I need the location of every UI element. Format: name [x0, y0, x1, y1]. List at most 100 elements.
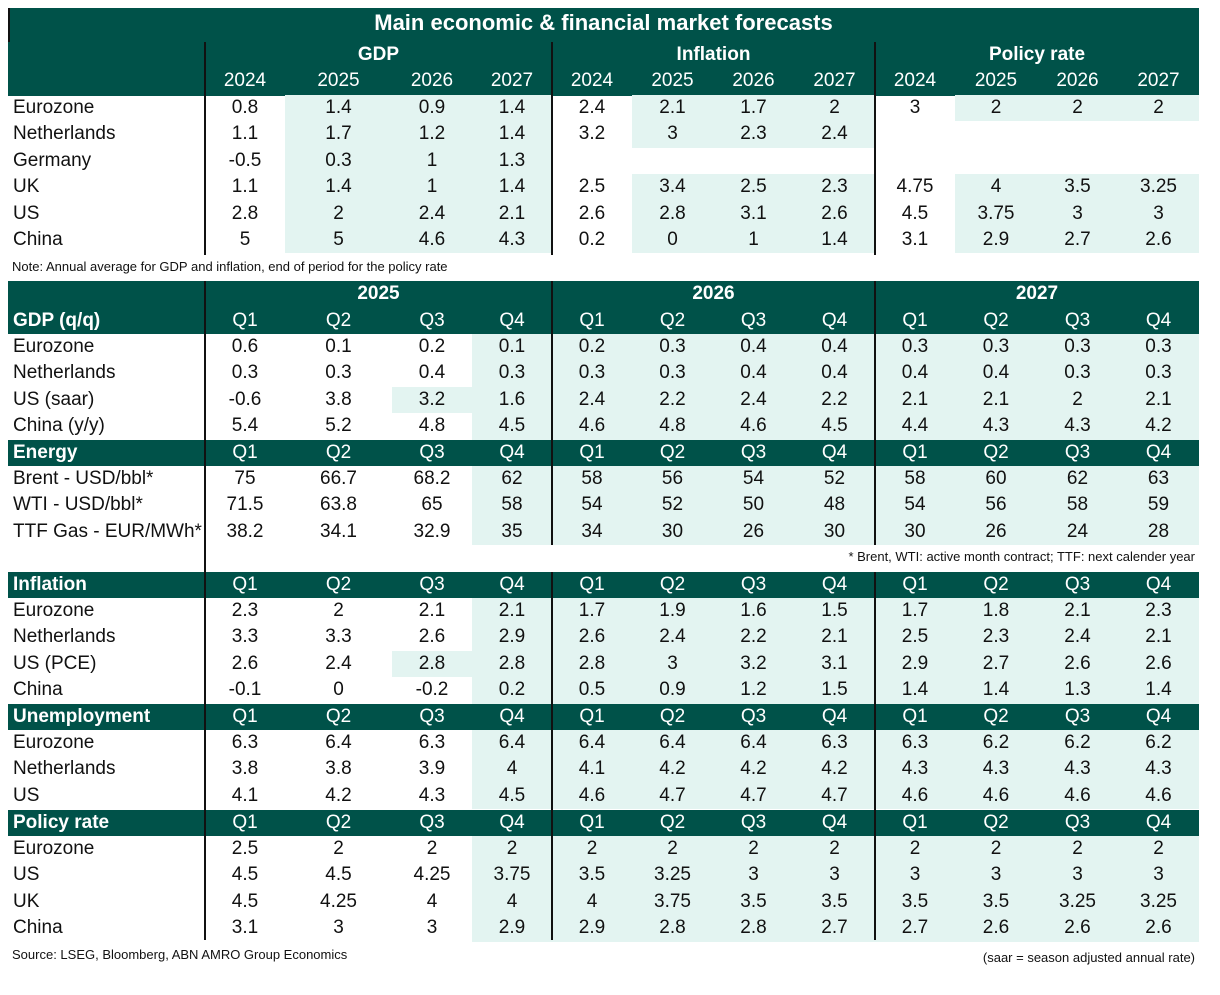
data-cell: 3.8: [231, 758, 259, 780]
quarter-header: Q1: [232, 812, 258, 833]
quarter-header: Q2: [659, 310, 686, 331]
section-header-band: [8, 810, 1199, 836]
data-cell: 4.25: [320, 890, 357, 912]
data-cell: 6.4: [325, 732, 352, 753]
year-header: 2024: [570, 70, 614, 91]
section-title: Unemployment: [13, 706, 151, 727]
quarter-header: Q3: [419, 442, 445, 463]
quarter-header: Q3: [1064, 574, 1091, 595]
row-label: Eurozone: [13, 600, 95, 621]
source-note: Source: LSEG, Bloomberg, ABN AMRO Group …: [12, 947, 348, 962]
data-cell: 3: [1153, 864, 1164, 886]
data-cell: 1.1: [231, 176, 259, 198]
data-cell: 4.4: [901, 415, 929, 437]
data-cell: 0.4: [740, 362, 767, 384]
data-cell: 2: [333, 600, 344, 621]
forecast-shade: [955, 174, 1199, 254]
data-cell: 2.4: [740, 388, 767, 410]
quarter-header: Q3: [740, 310, 767, 331]
data-cell: 0.4: [821, 362, 848, 384]
data-cell: 0.2: [418, 336, 446, 357]
data-cell: 3: [426, 917, 438, 939]
section-title: Policy rate: [13, 812, 110, 833]
quarter-header: Q2: [659, 574, 686, 595]
data-cell: 4.8: [659, 415, 686, 437]
quarter-header: Q4: [1145, 706, 1172, 727]
data-cell: 4.5: [231, 890, 259, 912]
data-cell: 2.9: [982, 229, 1010, 250]
row-label: Brent - USD/bbl*: [13, 468, 154, 489]
data-cell: 2.1: [1145, 388, 1172, 410]
data-cell: 30: [661, 520, 684, 542]
data-cell: 3.8: [325, 758, 352, 780]
data-cell: 1.7: [740, 97, 767, 118]
data-cell: [1037, 121, 1118, 147]
data-cell: 4.3: [1145, 758, 1172, 780]
data-cell: 4.6: [578, 784, 606, 806]
data-cell: 3.1: [821, 652, 848, 674]
forecast-shade: [285, 95, 552, 254]
quarter-header: Q2: [659, 812, 686, 833]
data-cell: 0.3: [982, 336, 1010, 357]
data-cell: 1.7: [901, 600, 929, 621]
column-divider: [551, 572, 553, 940]
data-cell: 0.2: [578, 229, 606, 250]
data-cell: 4.3: [982, 758, 1010, 780]
data-cell: 4.2: [740, 758, 767, 780]
data-cell: 62: [501, 468, 523, 489]
quarter-header: Q3: [740, 574, 767, 595]
data-cell: 4.1: [578, 758, 606, 780]
data-cell: 2.1: [901, 388, 929, 410]
data-cell: 3: [748, 864, 759, 886]
data-cell: -0.5: [228, 149, 262, 171]
data-cell: 2: [506, 838, 518, 859]
year-header: 2025: [357, 283, 400, 304]
column-divider: [874, 281, 876, 545]
quarter-header: Q1: [902, 310, 928, 331]
data-cell: 0.3: [325, 149, 352, 171]
data-cell: 0.1: [498, 336, 526, 357]
data-cell: 3.75: [977, 202, 1015, 224]
data-cell: 2: [829, 838, 840, 859]
data-cell: 2.6: [418, 626, 446, 648]
data-cell: 75: [234, 468, 256, 489]
data-cell: 2.6: [1145, 917, 1172, 939]
row-label: US (saar): [13, 388, 95, 410]
data-cell: 4.7: [740, 784, 767, 806]
data-cell: [875, 121, 955, 147]
data-cell: 6.3: [418, 732, 446, 753]
data-cell: 1.6: [740, 600, 767, 621]
data-cell: 3: [667, 652, 678, 674]
data-cell: 2.4: [578, 97, 606, 118]
data-cell: 3: [990, 864, 1002, 886]
data-cell: 2.9: [498, 917, 526, 939]
row-label: Netherlands: [13, 123, 116, 145]
data-cell: 4.6: [578, 415, 606, 437]
data-cell: 3.1: [231, 917, 259, 939]
data-cell: 1.4: [1145, 679, 1172, 701]
data-cell: 1.4: [498, 176, 526, 198]
data-cell: 4.5: [325, 864, 352, 886]
quarter-header: Q2: [983, 574, 1009, 595]
data-cell: 0: [333, 679, 344, 701]
quarter-header: Q2: [659, 442, 686, 463]
quarter-header: Q4: [821, 442, 848, 463]
quarter-header: Q4: [499, 310, 525, 331]
data-cell: 3.5: [901, 890, 929, 912]
quarter-header: Q3: [419, 706, 445, 727]
data-cell: 0.4: [418, 362, 446, 384]
data-cell: 6.3: [231, 732, 259, 753]
data-cell: 0.3: [498, 362, 526, 384]
annual-note: Note: Annual average for GDP and inflati…: [12, 259, 448, 274]
quarter-header: Q4: [821, 706, 848, 727]
group-header: Inflation: [676, 44, 751, 65]
quarter-header: Q3: [1064, 706, 1091, 727]
data-cell: 3.3: [231, 626, 259, 648]
row-label: Eurozone: [13, 97, 95, 118]
quarter-header: Q3: [1064, 310, 1091, 331]
quarter-header: Q1: [902, 442, 928, 463]
data-cell: 4.6: [1064, 784, 1091, 806]
forecast-shade: [392, 386, 552, 414]
row-label: WTI - USD/bbl*: [13, 494, 143, 516]
data-cell: 2.1: [498, 600, 526, 621]
